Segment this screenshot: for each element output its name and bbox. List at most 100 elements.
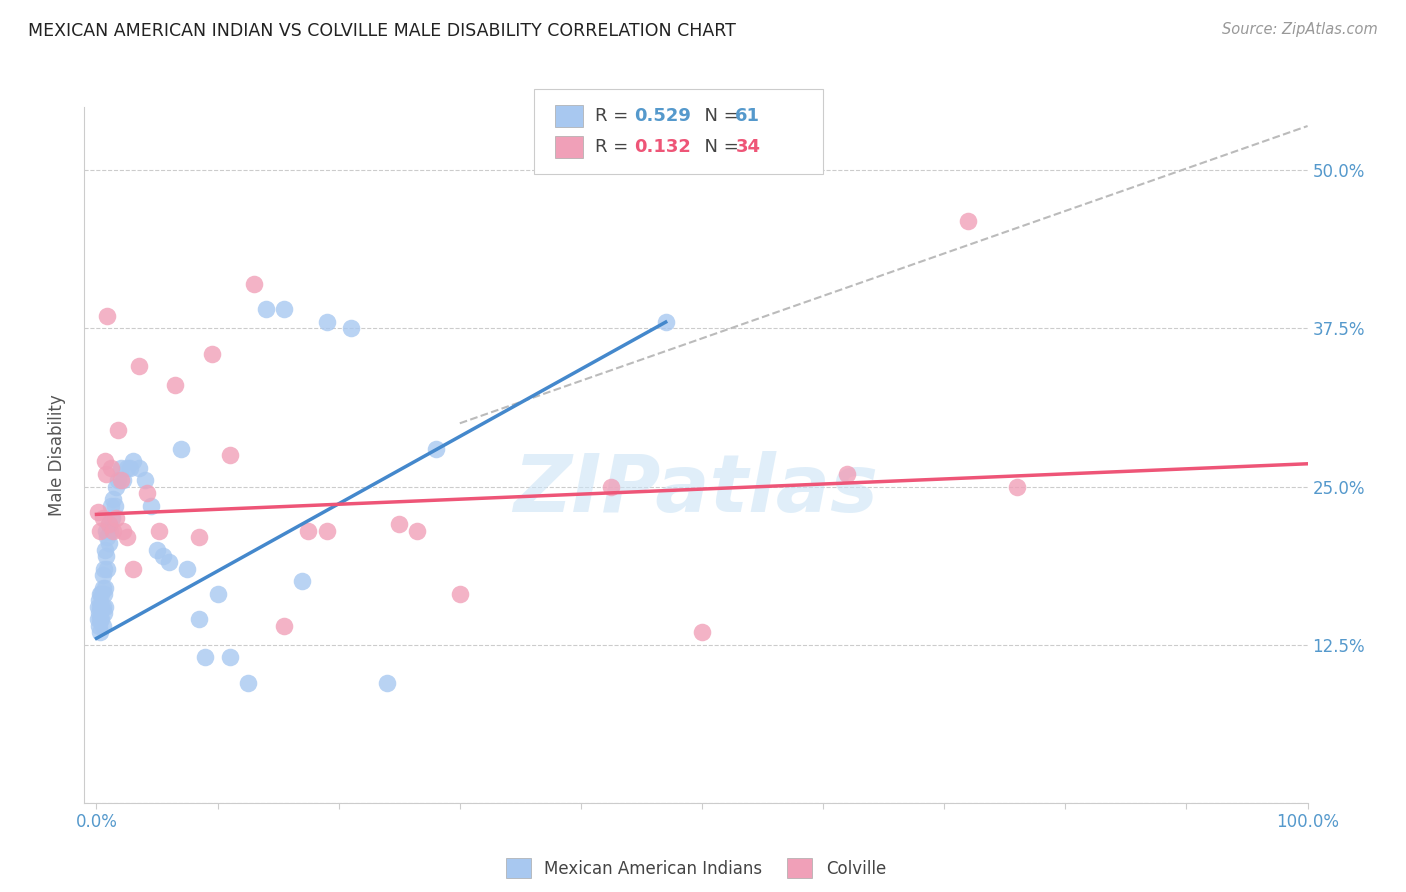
Point [406,524,429,538]
Point [957,214,980,228]
Point [170,442,193,456]
Point [136,486,159,500]
Point [90,612,112,626]
Point [340,321,363,335]
Point [86,505,108,519]
Point [388,517,411,532]
Point [90,599,112,614]
Point [107,423,129,437]
Point [128,460,150,475]
Point [94,542,117,557]
Point [96,562,118,576]
Point [104,479,127,493]
Point [188,530,211,544]
Point [91,568,114,582]
Point [218,448,240,462]
Point [654,315,676,329]
Point [200,347,222,361]
Text: 0.529: 0.529 [634,107,690,125]
Point [93,606,115,620]
Point [97,517,120,532]
Point [110,460,132,475]
Point [97,517,120,532]
Point [243,277,266,292]
Point [134,473,156,487]
Point [128,359,150,374]
Point [87,618,110,632]
Point [139,499,162,513]
Point [112,473,135,487]
Point [96,549,118,563]
Point [97,536,120,550]
Text: R =: R = [595,138,634,156]
Point [837,467,859,481]
Point [176,562,198,576]
Point [87,606,110,620]
Point [89,599,111,614]
Point [273,618,295,632]
Point [115,460,138,475]
Point [91,511,114,525]
Point [236,675,259,690]
Point [96,524,118,538]
Text: R =: R = [595,107,634,125]
Point [375,675,398,690]
Text: 34: 34 [735,138,761,156]
Point [254,302,277,317]
Point [188,612,211,626]
Point [690,625,713,640]
Point [98,524,121,538]
Point [96,467,118,481]
Point [86,612,108,626]
Point [96,309,118,323]
Point [89,625,111,640]
Point [104,511,127,525]
Point [104,499,127,513]
Point [112,524,135,538]
Point [315,315,337,329]
Point [107,473,129,487]
Point [121,454,143,468]
Point [146,542,169,557]
Point [315,524,337,538]
Text: ZIPatlas: ZIPatlas [513,450,879,529]
Point [103,492,125,507]
Point [100,460,122,475]
Point [121,562,143,576]
Point [120,460,142,475]
Point [100,499,122,513]
Point [103,524,125,538]
Point [93,587,115,601]
Point [1005,479,1028,493]
Text: 0.132: 0.132 [634,138,690,156]
Point [94,599,117,614]
Point [115,530,138,544]
Point [449,587,471,601]
Point [157,556,180,570]
Point [96,530,118,544]
Point [87,593,110,607]
Point [86,599,108,614]
Point [600,479,623,493]
Point [91,599,114,614]
Point [273,302,295,317]
Point [89,587,111,601]
Point [425,442,447,456]
Text: 61: 61 [735,107,761,125]
Point [94,454,117,468]
Point [148,524,170,538]
Point [94,581,117,595]
Point [91,618,114,632]
Text: MEXICAN AMERICAN INDIAN VS COLVILLE MALE DISABILITY CORRELATION CHART: MEXICAN AMERICAN INDIAN VS COLVILLE MALE… [28,22,735,40]
Point [291,574,314,589]
Point [110,473,132,487]
Point [194,650,217,665]
Point [93,562,115,576]
Point [89,612,111,626]
Point [91,581,114,595]
Text: Source: ZipAtlas.com: Source: ZipAtlas.com [1222,22,1378,37]
Point [89,524,111,538]
Point [152,549,174,563]
Point [90,587,112,601]
Y-axis label: Male Disability: Male Disability [48,394,66,516]
